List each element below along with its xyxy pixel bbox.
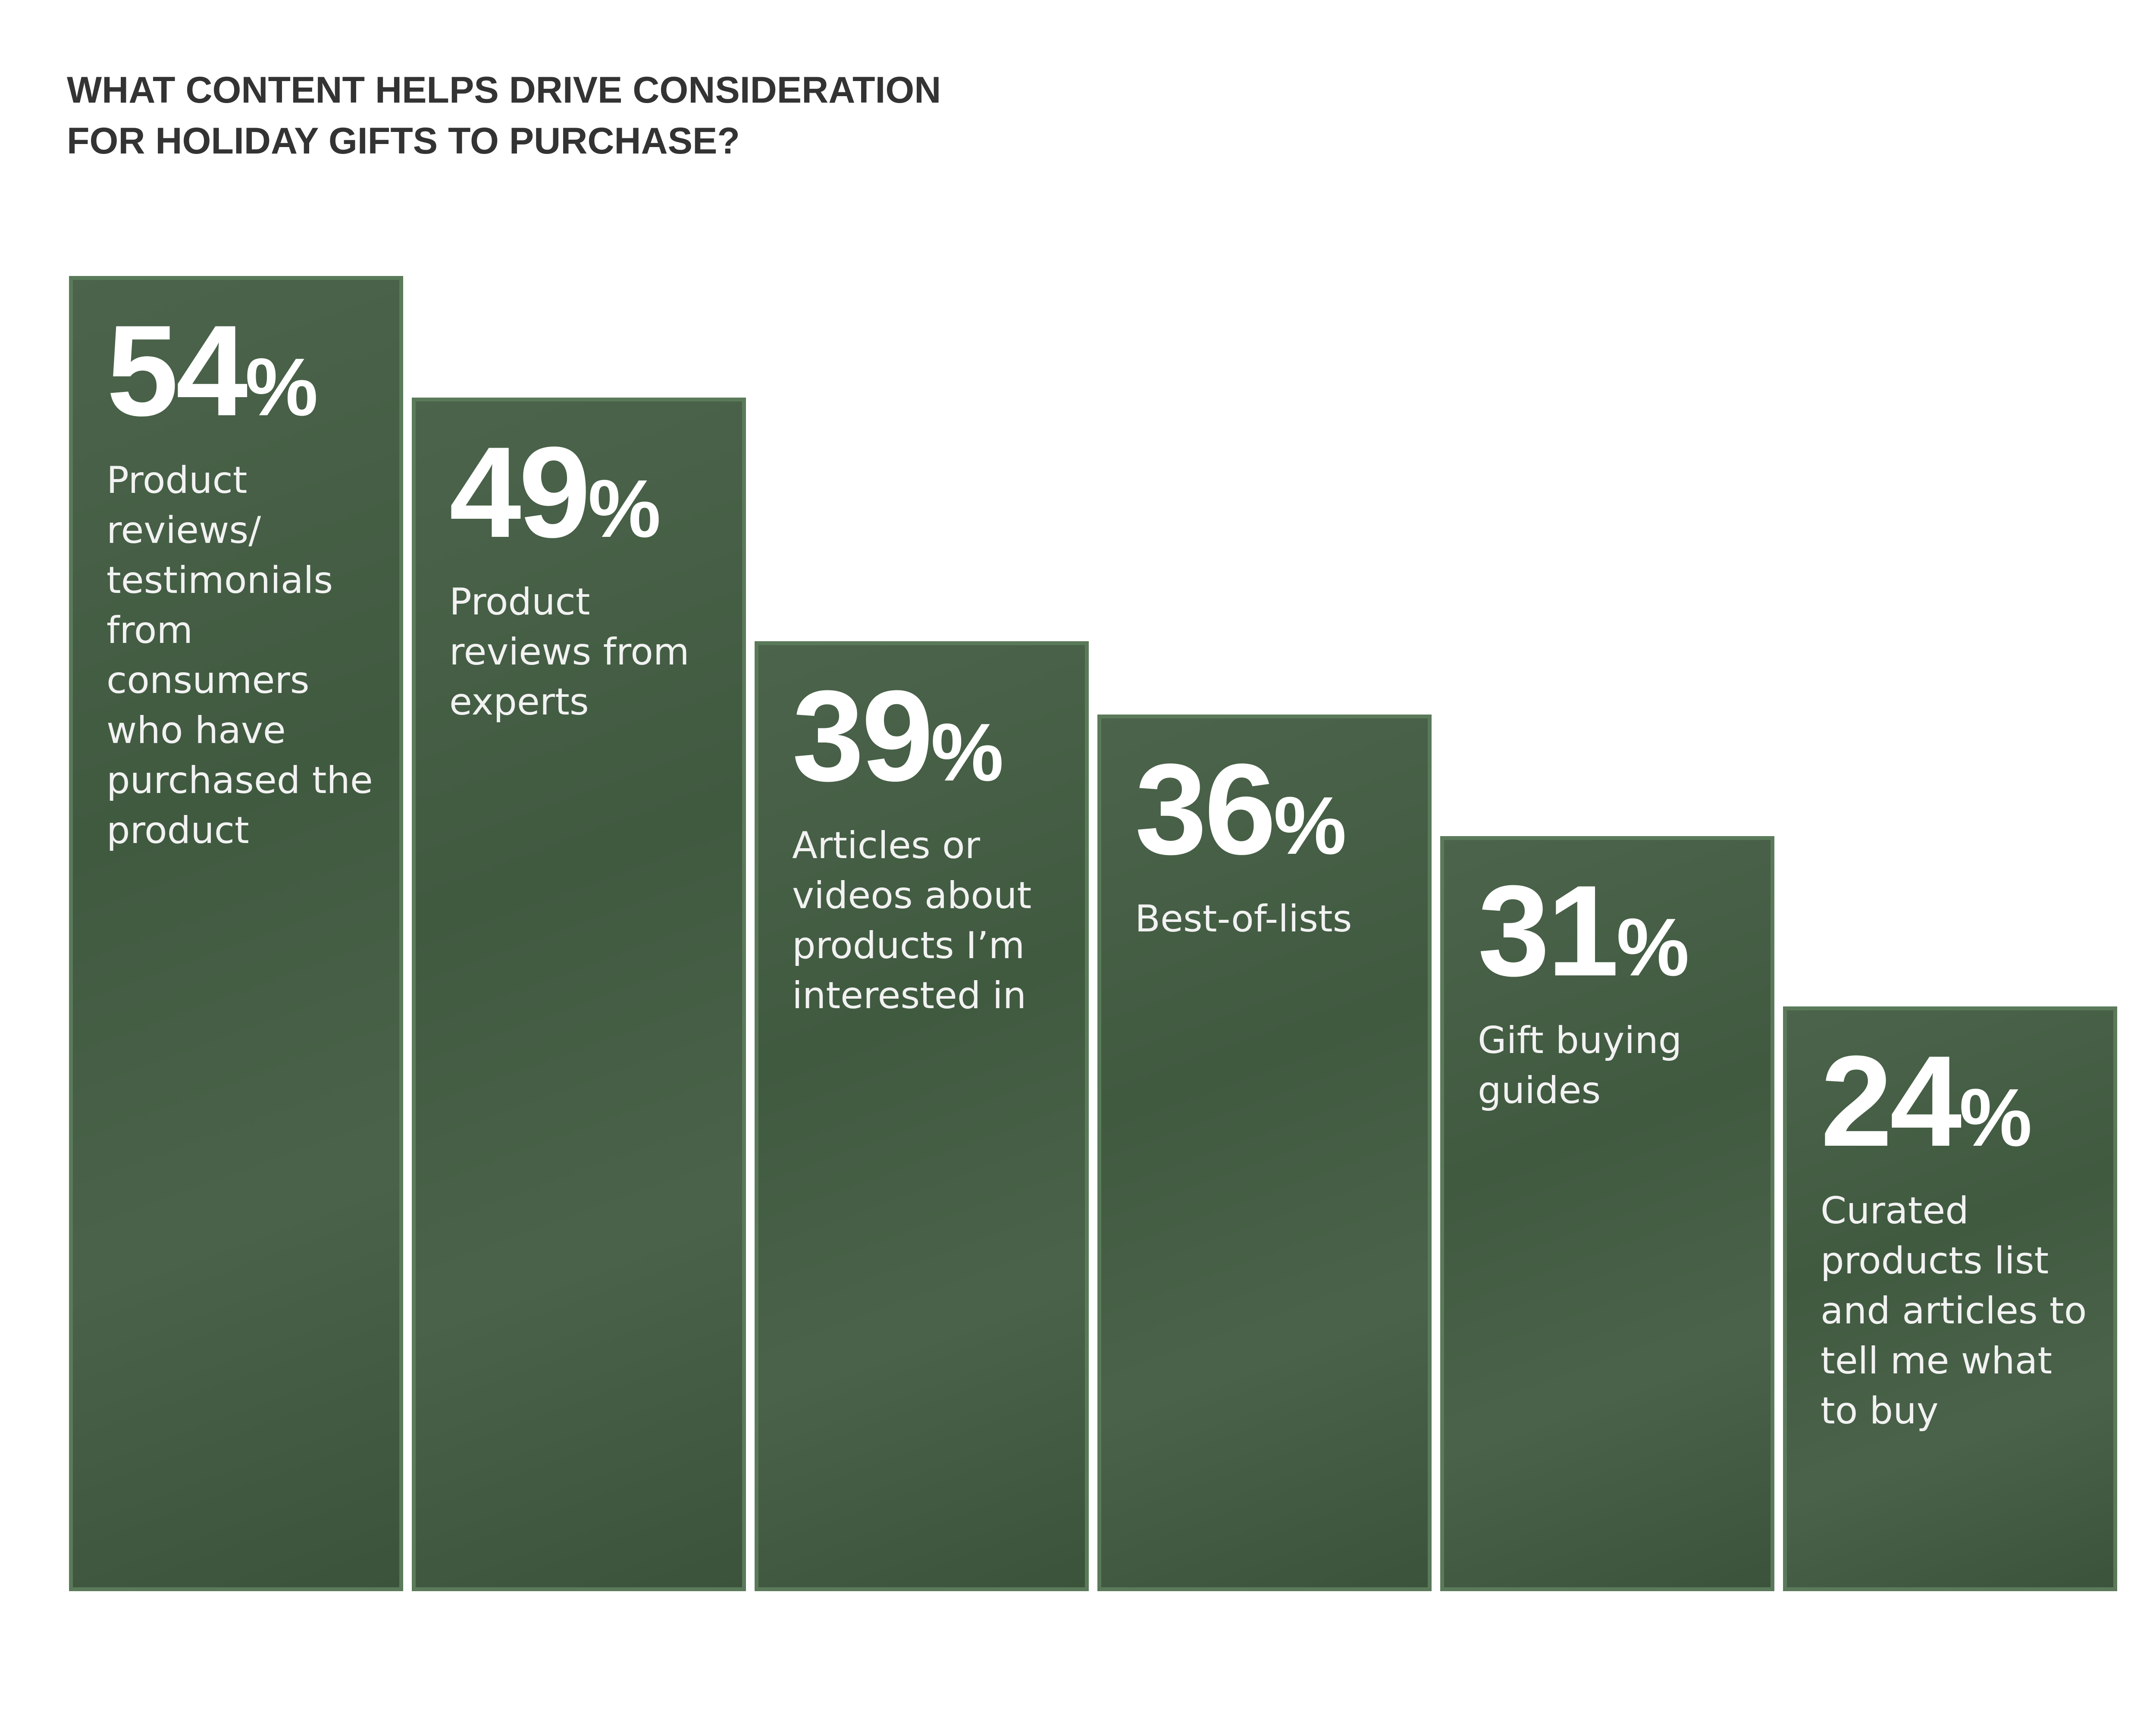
bar-label-group: 36% Best-of-lists [1135, 744, 1415, 944]
bar-category-label: Articles or videos about products I’m in… [792, 824, 1032, 1017]
bar-value-unit: % [931, 707, 1004, 798]
bar-value-label: 49% [449, 427, 729, 569]
bar-1: 54% Product reviews/ testimonials from co… [69, 276, 403, 1591]
bar-shading [416, 401, 742, 1587]
chart-title-line-2: FOR HOLIDAY GIFTS TO PURCHASE? [67, 120, 740, 162]
bar-value-label: 54% [107, 306, 386, 448]
bar-category-label: Product reviews/ testimonials from consu… [107, 459, 373, 852]
bar-label-group: 31% Gift buying guides [1478, 866, 1758, 1116]
bar-category-label: Product reviews from experts [449, 580, 689, 724]
bar-value-number: 24 [1821, 1028, 1962, 1173]
bar-value-label: 39% [792, 671, 1072, 813]
bar-value-label: 24% [1821, 1036, 2100, 1178]
bar-value-number: 31 [1478, 858, 1619, 1003]
bar-category-label: Curated products list and articles to te… [1821, 1189, 2087, 1432]
bar-label-group: 39% Articles or videos about products I’m… [792, 671, 1072, 1021]
bar-4: 36% Best-of-lists [1097, 715, 1432, 1591]
bar-value-number: 36 [1135, 737, 1276, 881]
bar-value-number: 49 [449, 420, 591, 564]
bar-shading [1101, 718, 1428, 1587]
bar-shading [758, 645, 1085, 1587]
chart-title-line-1: WHAT CONTENT HELPS DRIVE CONSIDERATION [67, 69, 941, 111]
bar-value-unit: % [588, 463, 661, 555]
bar-value-unit: % [1959, 1072, 2032, 1163]
bar-category-label: Best-of-lists [1135, 897, 1352, 940]
bar-label-group: 54% Product reviews/ testimonials from co… [107, 306, 386, 856]
bar-value-unit: % [1273, 780, 1347, 871]
bar-value-number: 39 [792, 663, 934, 808]
bar-shading [73, 280, 399, 1587]
bar-category-label: Gift buying guides [1478, 1019, 1682, 1112]
bar-shading [1787, 1010, 2113, 1587]
bar-value-unit: % [1616, 902, 1689, 993]
bar-value-label: 31% [1478, 866, 1758, 1008]
bar-3: 39% Articles or videos about products I’m… [755, 641, 1089, 1591]
bar-label-group: 24% Curated products list and articles to… [1821, 1036, 2100, 1436]
bar-label-group: 49% Product reviews from experts [449, 427, 729, 727]
bar-value-unit: % [245, 342, 318, 433]
bar-2: 49% Product reviews from experts [412, 398, 746, 1591]
bar-shading [1444, 840, 1771, 1587]
chart-title: WHAT CONTENT HELPS DRIVE CONSIDERATION F… [67, 65, 1102, 166]
bar-5: 31% Gift buying guides [1440, 836, 1774, 1591]
bar-6: 24% Curated products list and articles to… [1783, 1006, 2117, 1591]
bar-value-number: 54 [107, 298, 248, 443]
bar-value-label: 36% [1135, 744, 1415, 886]
